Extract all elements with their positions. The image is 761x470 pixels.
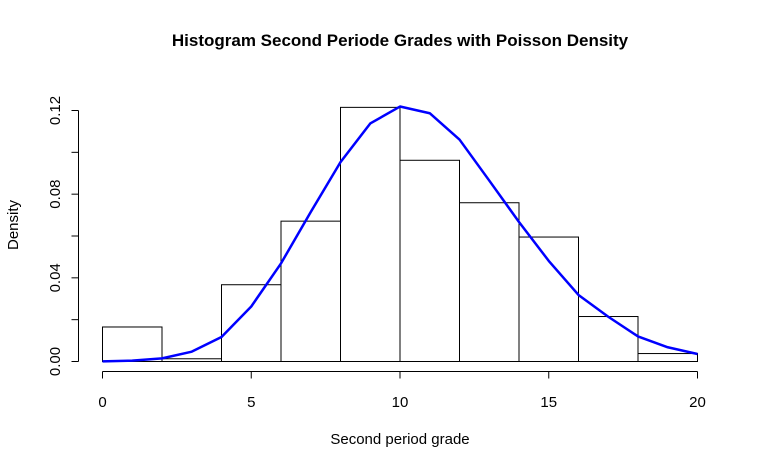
histogram-bar [102,326,163,362]
histogram-bar [637,353,698,362]
histogram-bar [399,159,460,362]
x-tick-label: 10 [392,394,409,411]
histogram-bar [578,316,639,363]
y-tick-label: 0.04 [47,263,64,292]
y-axis: 0.00 0.04 0.08 0.12 [47,96,79,376]
x-axis: 0 5 10 15 20 [98,371,706,411]
histogram-bar [340,106,401,362]
histogram-bar [161,358,222,362]
y-tick-label: 0.00 [47,347,64,376]
y-tick-label: 0.08 [47,180,64,209]
histogram-bar [459,202,520,362]
y-axis-label: Density [5,199,22,250]
poisson-density-line [102,105,698,363]
x-axis-label: Second period grade [330,431,469,448]
histogram-bar [221,284,282,363]
histogram-bar [280,220,341,362]
histogram-bars [102,106,698,363]
histogram-bar [518,236,579,363]
x-tick-label: 20 [689,394,706,411]
x-tick-label: 0 [98,394,106,411]
x-tick-label: 5 [247,394,255,411]
x-tick-label: 15 [540,394,557,411]
chart-title: Histogram Second Periode Grades with Poi… [172,31,629,50]
y-tick-label: 0.12 [47,96,64,125]
